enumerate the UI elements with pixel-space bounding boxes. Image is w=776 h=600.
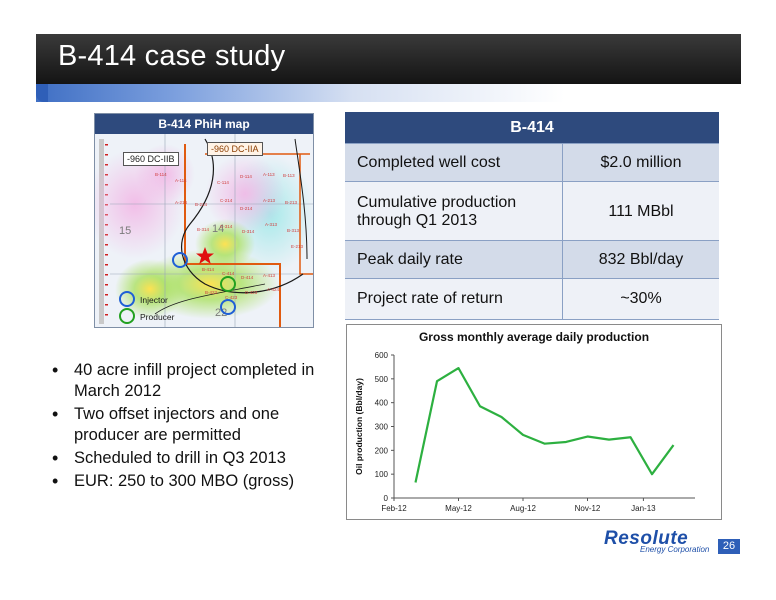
bullet-item: • 40 acre infill project completed in Mar… (52, 360, 315, 400)
table-cell-value: 832 Bbl/day (598, 251, 684, 268)
table-header: B-414 (345, 112, 719, 143)
x-tick-label: May-12 (445, 504, 472, 513)
svg-text:C-423: C-423 (225, 295, 238, 300)
svg-text:D-423: D-423 (245, 290, 258, 295)
y-tick-label: 200 (375, 446, 389, 455)
chart-plot: 0 100 200 300 400 500 600 Feb-12 May-12 Aug-12 Nov… (354, 351, 695, 513)
bullet-item: • Scheduled to drill in Q3 2013 (52, 448, 286, 468)
y-tick-label: 600 (375, 351, 389, 360)
page-number: 26 (718, 539, 740, 554)
contour-label-iia: -960 DC-IIA (207, 142, 263, 156)
table-cell-label: Cumulative production through Q1 2013 (345, 182, 563, 241)
svg-text:A-213: A-213 (263, 198, 276, 203)
bullet-text: 40 acre infill project completed in Marc… (74, 361, 315, 400)
svg-text:A-424: A-424 (267, 287, 280, 292)
y-tick-label: 0 (384, 494, 389, 503)
svg-text:B-314: B-314 (197, 227, 210, 232)
bullet-list: • 40 acre infill project completed in Mar… (50, 360, 340, 494)
phih-map: B-414 PhiH map (94, 113, 314, 328)
svg-text:D-114: D-114 (240, 174, 252, 179)
y-tick-label: 400 (375, 399, 389, 408)
svg-text:B-423: B-423 (205, 290, 218, 295)
table-cell-value: 111 MBbl (608, 202, 674, 220)
slide-title: B-414 case study (58, 40, 286, 72)
bullet-text: EUR: 250 to 300 MBO (gross) (74, 472, 295, 490)
x-tick-label: Nov-12 (575, 504, 601, 513)
table-cell-label: Completed well cost (345, 144, 563, 182)
legend-injector: Injector (140, 295, 168, 305)
svg-text:A-413: A-413 (263, 273, 276, 278)
table-cell-value: ~30% (620, 290, 662, 307)
svg-text:D-414: D-414 (241, 275, 254, 280)
map-title: B-414 PhiH map (95, 114, 313, 134)
y-tick-label: 300 (375, 423, 389, 432)
y-tick-label: 500 (375, 375, 389, 384)
bullet-item: • Two offset injectors and one producer a… (52, 404, 280, 444)
title-bar (36, 34, 741, 84)
svg-text:B-214: B-214 (195, 202, 208, 207)
production-chart: Gross monthly average daily production 0… (346, 324, 722, 520)
bullet-text: Scheduled to drill in Q3 2013 (74, 449, 286, 467)
contour-label-iib: -960 DC-IIB (123, 152, 179, 166)
table-cell-label: Project rate of return (345, 279, 563, 319)
x-tick-label: Jan-13 (631, 504, 656, 513)
production-series-line (414, 367, 675, 483)
svg-text:A-114: A-114 (175, 178, 187, 183)
table-row: Project rate of return ~30% (345, 278, 719, 320)
svg-text:B-414: B-414 (202, 267, 215, 272)
table-row: Peak daily rate 832 Bbl/day (345, 240, 719, 279)
svg-text:A-113: A-113 (263, 172, 275, 177)
company-logo: Resolute (604, 528, 689, 549)
svg-text:C-314: C-314 (220, 224, 233, 229)
svg-text:B-313: B-313 (287, 228, 300, 233)
section-14-label: 14 (212, 223, 224, 235)
chart-title: Gross monthly average daily production (418, 330, 650, 344)
title-accent-cap (36, 84, 48, 102)
svg-text:A-313: A-313 (265, 222, 278, 227)
y-tick-label: 100 (375, 470, 389, 479)
bullet-text: Two offset injectors and one producer ar… (74, 405, 280, 444)
svg-text:A-214: A-214 (175, 200, 188, 205)
table-row: Cumulative production through Q1 2013 11… (345, 181, 719, 241)
svg-text:B-213: B-213 (285, 200, 298, 205)
company-logo-subtitle: Energy Corporation (640, 545, 710, 554)
svg-text:D-314: D-314 (242, 229, 255, 234)
map-graphic: 15 14 22 B-114 A-114 C-114 D-114 A-113 B-113… (95, 134, 313, 327)
section-22-label: 22 (215, 307, 227, 319)
x-tick-label: Aug-12 (510, 504, 536, 513)
svg-text:D-214: D-214 (240, 206, 253, 211)
section-15-label: 15 (119, 225, 131, 237)
table-cell-value: $2.0 million (600, 154, 682, 171)
bullet-item: • EUR: 250 to 300 MBO (gross) (52, 471, 295, 491)
svg-text:E-213: E-213 (291, 244, 304, 249)
title-accent-bar (36, 84, 741, 102)
svg-text:C-114: C-114 (217, 180, 229, 185)
svg-text:B-113: B-113 (283, 173, 295, 178)
svg-text:C-214: C-214 (220, 198, 233, 203)
svg-text:B-114: B-114 (155, 172, 167, 177)
table-cell-label: Peak daily rate (345, 241, 563, 279)
y-axis-title: Oil production (Bbl/day) (354, 378, 364, 475)
x-tick-label: Feb-12 (381, 504, 407, 513)
legend-producer: Producer (140, 312, 175, 322)
svg-text:C-414: C-414 (222, 271, 235, 276)
table-row: Completed well cost $2.0 million (345, 143, 719, 182)
